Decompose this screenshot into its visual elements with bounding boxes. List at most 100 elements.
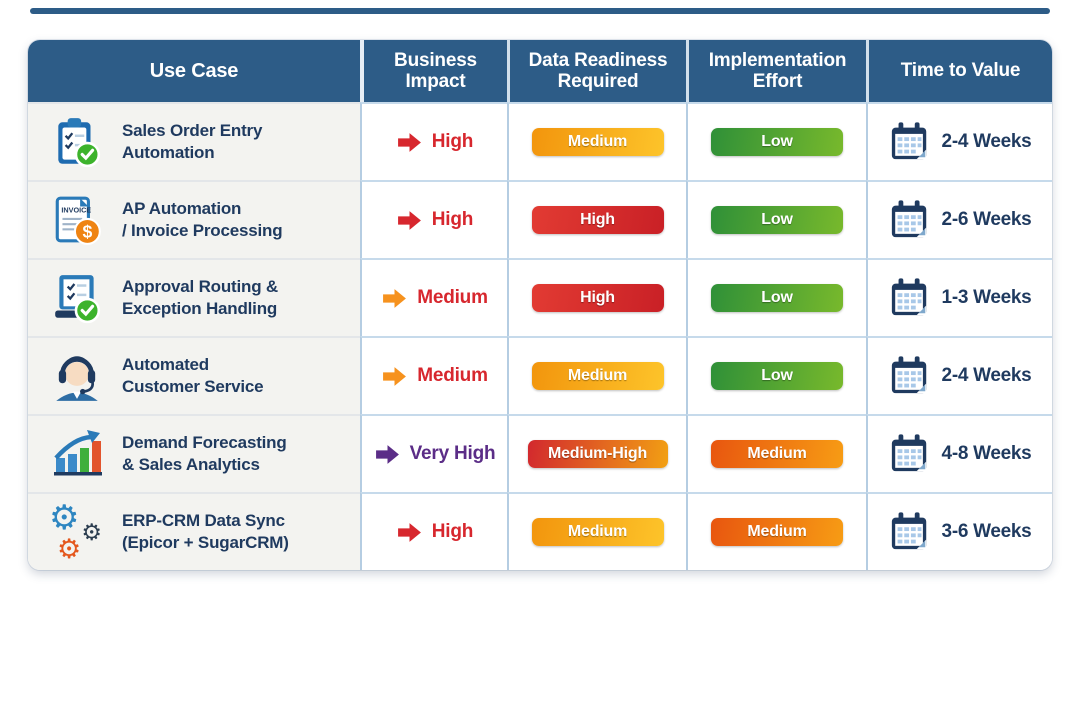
calendar-icon (889, 121, 931, 163)
calendar-icon (889, 277, 931, 319)
arrow-right-icon (381, 287, 408, 310)
business-impact-cell: High (360, 102, 507, 180)
table-row: Sales Order Entry Automation High Medium… (28, 102, 1052, 180)
table-row: ⚙ ⚙ ⚙ ERP-CRM Data Sync (Epicor + SugarC… (28, 492, 1052, 570)
invoice-dollar-icon: INVOICE $ (48, 191, 106, 249)
impact-label: High (431, 131, 474, 152)
table-row: Demand Forecasting & Sales Analytics Ver… (28, 414, 1052, 492)
chart-growth-icon (48, 425, 106, 483)
use-case-line2: / Invoice Processing (122, 221, 283, 240)
table-row: INVOICE $ AP Automation / Invoice Proces… (28, 180, 1052, 258)
use-case-line1: Automated (122, 354, 209, 374)
use-case-line1: ERP-CRM Data Sync (122, 510, 285, 530)
impact-label: Very High (409, 443, 496, 464)
arrow-right-icon (396, 521, 423, 544)
impact-label: High (431, 209, 474, 230)
time-to-value-cell: 4-8 Weeks (866, 414, 1052, 492)
use-case-line1: Approval Routing & (122, 276, 278, 296)
impact-label: Medium (417, 287, 488, 308)
effort-badge: Low (711, 128, 843, 156)
time-label: 3-6 Weeks (941, 521, 1032, 542)
effort-badge: Medium (711, 518, 843, 546)
implementation-effort-cell: Low (686, 102, 866, 180)
header-time-to-value: Time to Value (866, 40, 1052, 102)
time-label: 2-6 Weeks (941, 209, 1032, 230)
use-case-line1: Demand Forecasting (122, 432, 287, 452)
implementation-effort-cell: Low (686, 258, 866, 336)
implementation-effort-cell: Low (686, 180, 866, 258)
readiness-badge: Medium (531, 362, 664, 390)
use-case-cell: Demand Forecasting & Sales Analytics (28, 414, 360, 492)
business-impact-cell: Medium (360, 258, 507, 336)
clipboard-check-icon (48, 113, 106, 171)
use-case-line2: (Epicor + SugarCRM) (122, 533, 289, 552)
time-label: 4-8 Weeks (941, 443, 1032, 464)
implementation-effort-cell: Low (686, 336, 866, 414)
readiness-badge: High (531, 206, 664, 234)
readiness-badge: High (531, 284, 664, 312)
time-to-value-cell: 2-4 Weeks (866, 102, 1052, 180)
business-impact-cell: Very High (360, 414, 507, 492)
implementation-effort-cell: Medium (686, 414, 866, 492)
dollar-badge-text: $ (82, 222, 92, 242)
calendar-icon (889, 355, 931, 397)
table-row: Approval Routing & Exception Handling Me… (28, 258, 1052, 336)
invoice-icon-text: INVOICE (61, 206, 91, 215)
time-label: 2-4 Weeks (941, 365, 1032, 386)
time-to-value-cell: 2-4 Weeks (866, 336, 1052, 414)
use-case-cell: Sales Order Entry Automation (28, 102, 360, 180)
use-case-line2: & Sales Analytics (122, 455, 260, 474)
time-label: 2-4 Weeks (941, 131, 1032, 152)
impact-label: High (431, 521, 474, 542)
business-impact-cell: Medium (360, 336, 507, 414)
time-to-value-cell: 1-3 Weeks (866, 258, 1052, 336)
header-implementation-effort: Implementation Effort (686, 40, 866, 102)
time-label: 1-3 Weeks (941, 287, 1032, 308)
gear-icon: ⚙ (57, 534, 82, 564)
use-case-line2: Customer Service (122, 377, 264, 396)
calendar-icon (889, 199, 931, 241)
data-readiness-cell: Medium-High (507, 414, 686, 492)
readiness-badge: Medium-High (527, 440, 668, 468)
effort-badge: Low (711, 362, 843, 390)
data-readiness-cell: High (507, 180, 686, 258)
impact-label: Medium (417, 365, 488, 386)
effort-badge: Low (711, 284, 843, 312)
use-case-line2: Automation (122, 143, 215, 162)
arrow-right-icon (396, 131, 423, 154)
table-row: Automated Customer Service Medium Medium… (28, 336, 1052, 414)
arrow-right-icon (396, 209, 423, 232)
gear-icon: ⚙ (81, 519, 102, 545)
header-data-readiness: Data Readiness Required (507, 40, 686, 102)
time-to-value-cell: 3-6 Weeks (866, 492, 1052, 570)
calendar-icon (889, 511, 931, 553)
gear-icon: ⚙ (49, 499, 80, 537)
readiness-badge: Medium (531, 128, 664, 156)
use-case-cell: ⚙ ⚙ ⚙ ERP-CRM Data Sync (Epicor + SugarC… (28, 492, 360, 570)
calendar-icon (889, 433, 931, 475)
data-readiness-cell: Medium (507, 102, 686, 180)
use-case-line2: Exception Handling (122, 299, 278, 318)
time-to-value-cell: 2-6 Weeks (866, 180, 1052, 258)
use-case-cell: INVOICE $ AP Automation / Invoice Proces… (28, 180, 360, 258)
effort-badge: Low (711, 206, 843, 234)
headset-agent-icon (48, 347, 106, 405)
use-case-line1: Sales Order Entry (122, 120, 263, 140)
gears-icon: ⚙ ⚙ ⚙ (48, 499, 106, 564)
comparison-table: Use Case Business Impact Data Readiness … (28, 40, 1052, 570)
use-case-cell: Approval Routing & Exception Handling (28, 258, 360, 336)
laptop-checklist-icon (48, 269, 106, 327)
data-readiness-cell: Medium (507, 492, 686, 570)
table-header-row: Use Case Business Impact Data Readiness … (28, 40, 1052, 102)
business-impact-cell: High (360, 492, 507, 570)
implementation-effort-cell: Medium (686, 492, 866, 570)
top-banner-strip (30, 8, 1050, 14)
data-readiness-cell: Medium (507, 336, 686, 414)
arrow-right-icon (381, 365, 408, 388)
effort-badge: Medium (711, 440, 843, 468)
header-use-case: Use Case (28, 40, 360, 102)
use-case-cell: Automated Customer Service (28, 336, 360, 414)
use-case-line1: AP Automation (122, 198, 242, 218)
business-impact-cell: High (360, 180, 507, 258)
